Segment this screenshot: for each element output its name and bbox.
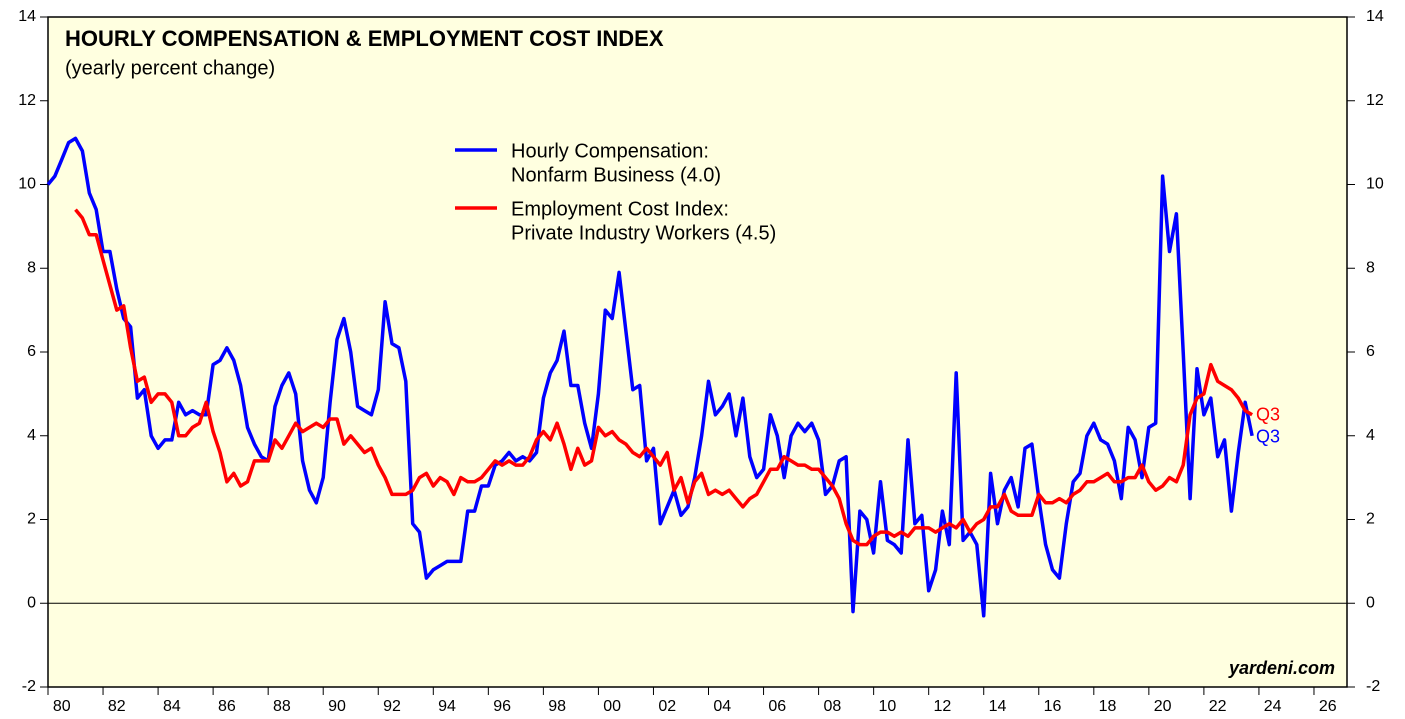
y2-tick-label: 0 bbox=[1366, 594, 1375, 611]
x-tick-label: 16 bbox=[1044, 698, 1062, 715]
x-tick-label: 94 bbox=[438, 698, 456, 715]
source: yardeni.com bbox=[1228, 658, 1335, 678]
x-tick-label: 90 bbox=[328, 698, 346, 715]
y2-tick-label: 10 bbox=[1366, 176, 1384, 193]
x-tick-label: 12 bbox=[934, 698, 952, 715]
y2-tick-label: 8 bbox=[1366, 259, 1375, 276]
y-tick-label: 4 bbox=[27, 427, 36, 444]
x-tick-label: 22 bbox=[1209, 698, 1227, 715]
y2-tick-label: 4 bbox=[1366, 427, 1375, 444]
y2-tick-label: -2 bbox=[1366, 678, 1380, 695]
end-label: Q3 bbox=[1256, 405, 1280, 425]
y-tick-label: 12 bbox=[18, 92, 36, 109]
x-tick-label: 26 bbox=[1319, 698, 1337, 715]
x-tick-label: 00 bbox=[603, 698, 621, 715]
end-label: Q3 bbox=[1256, 427, 1280, 447]
x-tick-label: 20 bbox=[1154, 698, 1172, 715]
x-tick-label: 24 bbox=[1264, 698, 1282, 715]
legend-label: Private Industry Workers (4.5) bbox=[511, 222, 776, 244]
plot-area bbox=[47, 16, 1348, 688]
legend-label: Employment Cost Index: bbox=[511, 198, 729, 220]
x-tick-label: 14 bbox=[989, 698, 1007, 715]
y-tick-label: 6 bbox=[27, 343, 36, 360]
y-tick-label: 2 bbox=[27, 511, 36, 528]
x-tick-label: 96 bbox=[493, 698, 511, 715]
y-tick-label: -2 bbox=[22, 678, 36, 695]
x-tick-label: 06 bbox=[768, 698, 786, 715]
x-tick-label: 82 bbox=[108, 698, 126, 715]
y2-tick-label: 12 bbox=[1366, 92, 1384, 109]
x-tick-label: 04 bbox=[713, 698, 731, 715]
y-tick-label: 8 bbox=[27, 259, 36, 276]
x-tick-label: 86 bbox=[218, 698, 236, 715]
y2-tick-label: 2 bbox=[1366, 511, 1375, 528]
x-tick-label: 10 bbox=[878, 698, 896, 715]
series-line bbox=[74, 208, 1254, 547]
x-tick-label: 18 bbox=[1099, 698, 1117, 715]
y-tick-label: 0 bbox=[27, 594, 36, 611]
x-tick-label: 08 bbox=[823, 698, 841, 715]
chart-subtitle: (yearly percent change) bbox=[65, 57, 275, 79]
x-tick-label: 02 bbox=[658, 698, 676, 715]
x-tick-label: 92 bbox=[383, 698, 401, 715]
y-tick-label: 10 bbox=[18, 176, 36, 193]
y2-tick-label: 14 bbox=[1366, 8, 1384, 25]
y2-tick-label: 6 bbox=[1366, 343, 1375, 360]
x-tick-label: 98 bbox=[548, 698, 566, 715]
x-tick-label: 80 bbox=[53, 698, 71, 715]
legend-label: Nonfarm Business (4.0) bbox=[511, 164, 721, 186]
y-tick-label: 14 bbox=[18, 8, 36, 25]
legend-label: Hourly Compensation: bbox=[511, 140, 709, 162]
x-tick-label: 84 bbox=[163, 698, 181, 715]
x-tick-label: 88 bbox=[273, 698, 291, 715]
chart-title: HOURLY COMPENSATION & EMPLOYMENT COST IN… bbox=[65, 26, 664, 51]
